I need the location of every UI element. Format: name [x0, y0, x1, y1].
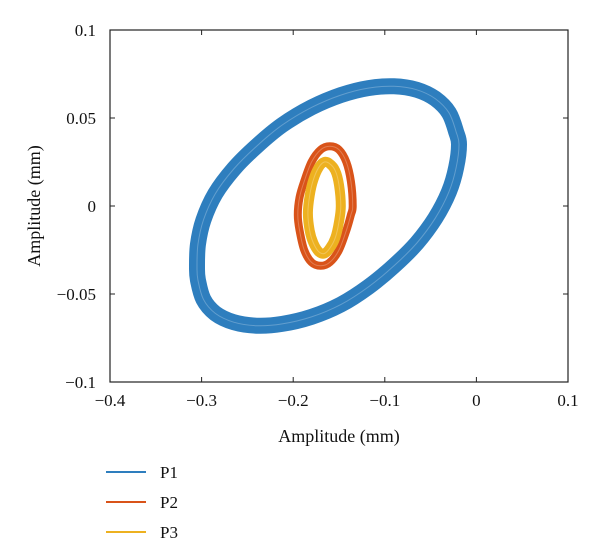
x-tick-label: −0.2	[278, 391, 309, 410]
x-tick-label: 0.1	[557, 391, 578, 410]
y-tick-label: 0.1	[75, 21, 96, 40]
series-p2	[293, 142, 357, 270]
series-p3	[302, 156, 346, 259]
x-tick-label: −0.3	[186, 391, 217, 410]
series-line-p1	[188, 78, 467, 334]
y-tick-label: 0.05	[66, 109, 96, 128]
legend-label: P2	[160, 493, 178, 512]
legend-item-p3: P3	[106, 523, 178, 542]
legend-item-p2: P2	[106, 493, 178, 512]
series-strand-p3	[307, 161, 342, 255]
series-layer	[188, 78, 467, 334]
x-axis-title: Amplitude (mm)	[278, 426, 399, 447]
x-tick-label: −0.1	[369, 391, 400, 410]
legend-item-p1: P1	[106, 463, 178, 482]
x-tick-label: −0.4	[95, 391, 126, 410]
series-strand-p2	[297, 145, 354, 267]
y-tick-label: −0.1	[65, 373, 96, 392]
x-tick-label: 0	[472, 391, 481, 410]
series-p1	[188, 78, 467, 334]
plot-area	[109, 29, 569, 383]
legend-label: P1	[160, 463, 178, 482]
legend: P1 P2 P3	[106, 463, 178, 542]
series-strand-p1	[196, 85, 460, 327]
y-axis-title: Amplitude (mm)	[24, 145, 45, 266]
legend-label: P3	[160, 523, 178, 542]
y-tick-label: 0	[88, 197, 97, 216]
series-line-p3	[302, 156, 346, 259]
y-tick-label: −0.05	[57, 285, 96, 304]
series-line-p2	[293, 142, 357, 270]
ticks-layer: −0.4 −0.3 −0.2 −0.1 0 0.1 −0.1 −0.05 0 0.05 0.1	[57, 21, 579, 410]
